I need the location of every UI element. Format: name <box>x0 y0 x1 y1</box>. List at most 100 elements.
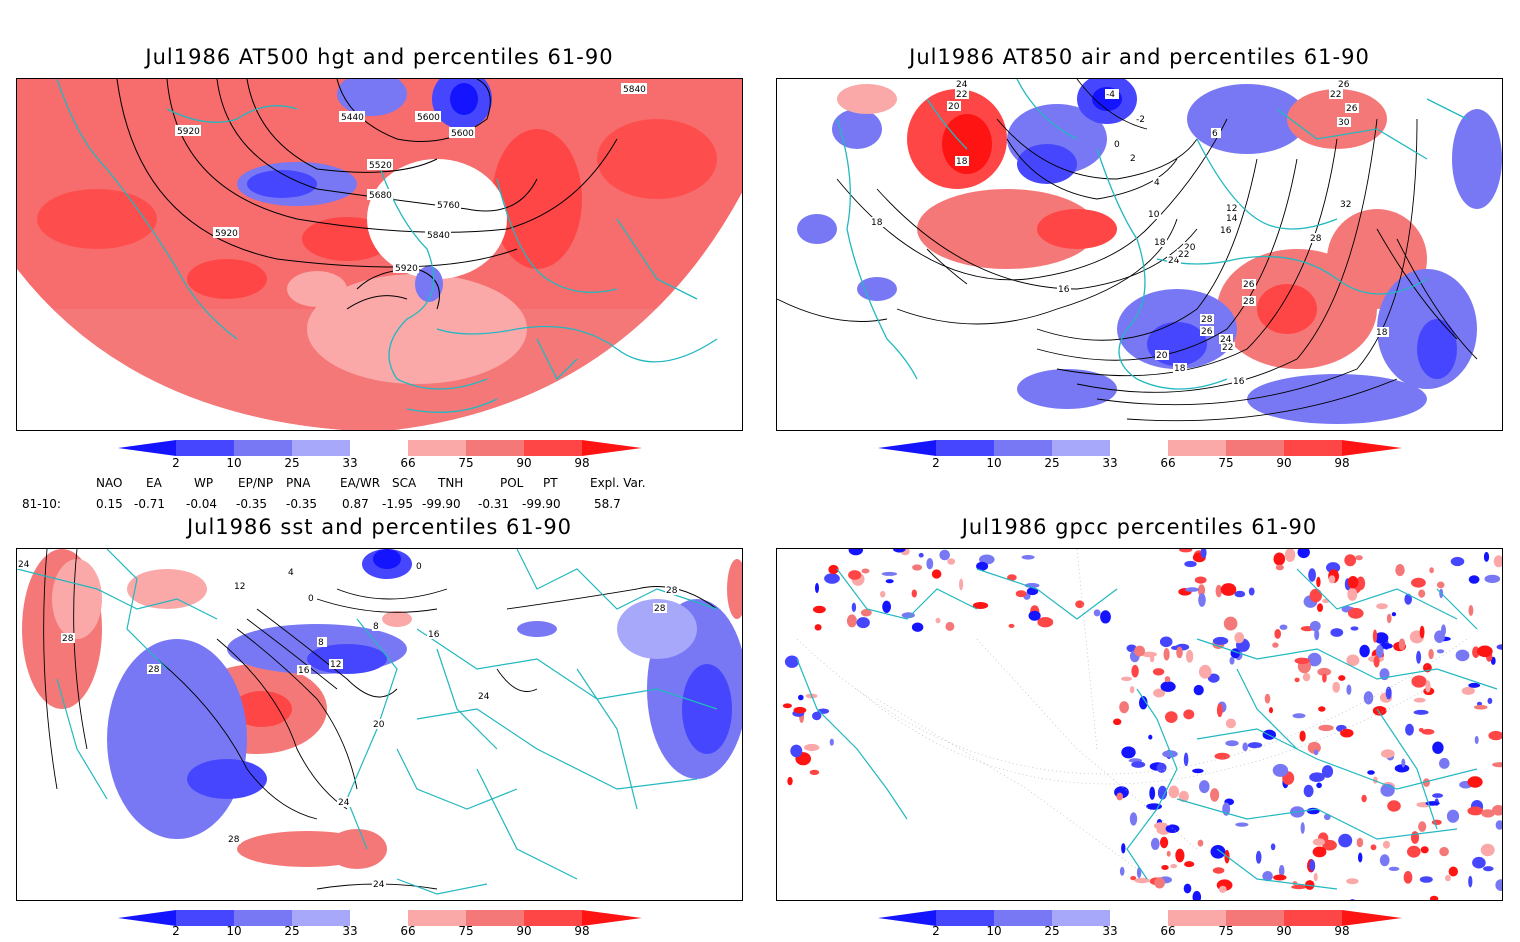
precip-speck <box>1346 878 1359 885</box>
precip-speck <box>1299 730 1306 742</box>
map-panel-hgt500: 5840 5920 5440 5600 5600 5520 5680 5760 … <box>16 78 743 431</box>
cbar-tick: 2 <box>932 456 940 470</box>
precip-speck <box>1225 718 1236 729</box>
precip-speck <box>787 776 793 786</box>
precip-speck <box>1210 845 1226 859</box>
precip-speck <box>1344 554 1357 567</box>
precip-speck <box>1429 567 1434 574</box>
precip-speck <box>1488 730 1502 741</box>
svg-text:28: 28 <box>148 665 160 675</box>
precip-speck <box>1316 782 1322 789</box>
precip-speck <box>1234 632 1245 644</box>
svg-text:-4: -4 <box>1106 90 1115 100</box>
precip-speck <box>1116 792 1123 801</box>
precip-speck <box>1183 752 1189 767</box>
precip-speck <box>1269 707 1273 714</box>
precip-speck <box>1370 844 1377 851</box>
precip-speck <box>972 602 989 609</box>
precip-speck <box>1394 764 1410 773</box>
precip-speck <box>1326 562 1341 574</box>
precip-speck <box>947 558 956 565</box>
svg-text:0: 0 <box>1114 140 1120 150</box>
precip-speck <box>812 711 822 721</box>
precip-speck <box>1347 576 1359 589</box>
precip-speck <box>1350 626 1359 631</box>
index-value: -0.04 <box>186 497 218 511</box>
precip-speck <box>1382 840 1391 849</box>
cbar-tick: 75 <box>1218 456 1234 470</box>
precip-speck <box>1474 735 1479 745</box>
precip-speck <box>1472 856 1486 869</box>
precip-speck <box>1130 876 1137 881</box>
precip-speck <box>1346 654 1360 667</box>
cbar-tick: 25 <box>284 924 300 938</box>
precip-speck <box>1149 654 1155 663</box>
precip-speck <box>1192 768 1204 774</box>
precip-speck <box>1348 607 1364 619</box>
svg-text:16: 16 <box>1058 285 1070 295</box>
precip-speck <box>1216 703 1223 718</box>
precip-speck <box>1207 673 1220 683</box>
precip-speck <box>1185 587 1200 592</box>
svg-text:24: 24 <box>956 80 968 90</box>
precip-speck <box>1242 742 1248 752</box>
precip-speck <box>848 549 863 556</box>
precip-speck <box>1134 877 1151 884</box>
precip-speck <box>1338 833 1353 848</box>
precip-speck <box>893 549 906 553</box>
precip-speck <box>1496 644 1502 650</box>
panel-title-hgt500: Jul1986 AT500 hgt and percentiles 61-90 <box>145 45 614 69</box>
precip-speck <box>1314 628 1320 641</box>
precip-speck <box>1428 648 1434 660</box>
precip-speck <box>912 564 923 571</box>
index-value: 0.87 <box>342 497 369 511</box>
precip-speck <box>1375 644 1384 658</box>
svg-text:24: 24 <box>338 798 350 808</box>
precip-speck <box>1350 899 1355 900</box>
precip-speck <box>1493 555 1502 568</box>
precip-speck <box>861 568 870 574</box>
svg-text:32: 32 <box>1340 200 1351 210</box>
index-value: 0.15 <box>96 497 123 511</box>
precip-speck <box>1421 728 1435 735</box>
index-value: -99.90 <box>422 497 461 511</box>
precip-speck <box>828 564 839 575</box>
precip-speck <box>1401 758 1406 768</box>
precip-speck <box>1431 819 1442 825</box>
precip-speck <box>1184 560 1197 568</box>
index-header: PNA <box>286 476 311 490</box>
svg-text:4: 4 <box>288 568 294 578</box>
precip-speck <box>1100 610 1111 624</box>
precip-speck <box>860 609 872 617</box>
svg-text:12: 12 <box>1226 204 1237 214</box>
cbar-tick: 33 <box>342 924 358 938</box>
precip-speck <box>1161 865 1169 870</box>
precip-speck <box>1223 616 1238 631</box>
precip-speck <box>1272 642 1279 648</box>
precip-speck <box>1434 630 1445 643</box>
precip-speck <box>1313 872 1318 882</box>
precip-speck <box>1332 681 1340 693</box>
cbar-tick: 90 <box>1276 924 1292 938</box>
precip-speck <box>814 624 822 631</box>
precip-speck <box>1411 577 1426 588</box>
svg-text:20: 20 <box>1156 351 1168 361</box>
precip-speck <box>1373 655 1380 668</box>
precip-speck <box>1317 667 1332 676</box>
precip-speck <box>935 617 941 624</box>
precip-speck <box>1215 584 1222 598</box>
precip-speck <box>1248 587 1255 596</box>
svg-text:5840: 5840 <box>427 231 450 241</box>
precip-speck <box>1385 686 1392 700</box>
precip-speck <box>1455 649 1470 662</box>
svg-text:26: 26 <box>1201 327 1213 337</box>
panel-title-gpcc: Jul1986 gpcc percentiles 61-90 <box>961 515 1318 539</box>
precip-speck <box>1419 876 1433 883</box>
precip-speck <box>1461 686 1475 695</box>
precip-speck <box>1358 852 1363 863</box>
precip-speck <box>1159 636 1173 648</box>
precip-speck <box>931 569 942 579</box>
cbar-tick: 98 <box>1334 924 1350 938</box>
index-value: -1.95 <box>382 497 414 511</box>
precip-speck <box>1308 568 1316 582</box>
